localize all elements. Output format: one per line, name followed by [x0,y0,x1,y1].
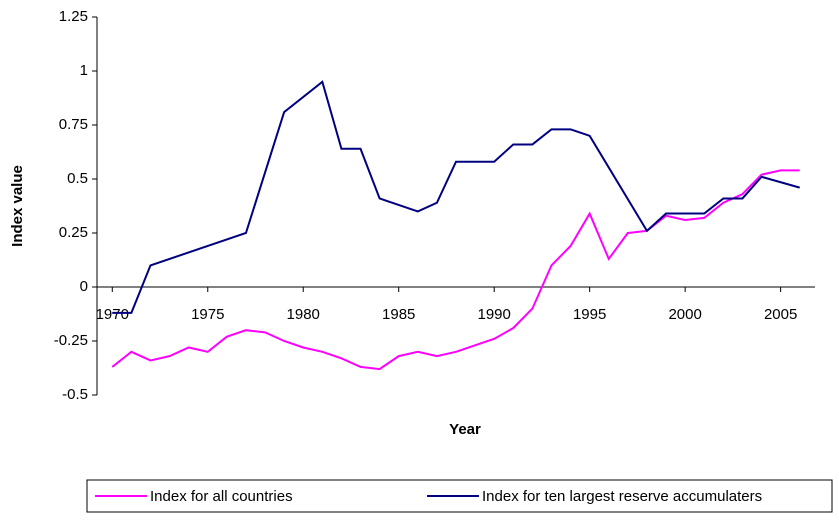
y-tick-label: -0.25 [54,332,88,349]
x-tick-label: 1990 [478,306,511,323]
x-tick-label: 1985 [382,306,415,323]
legend-label: Index for ten largest reserve accumulate… [482,488,762,505]
x-tick-label: 1970 [96,306,129,323]
x-axis-title: Year [449,421,481,438]
legend-label: Index for all countries [150,488,293,505]
y-tick-label: 0 [80,278,88,295]
x-tick-label: 1980 [287,306,320,323]
series-line [112,80,800,314]
x-tick-label: 1975 [191,306,224,323]
y-tick-label: -0.5 [62,386,88,403]
y-tick-label: 0.5 [67,170,88,187]
series-line [111,169,800,371]
x-tick-label: 2005 [764,306,797,323]
y-tick-label: 1.25 [59,8,88,25]
y-tick-label: 1 [80,62,88,79]
x-tick-label: 1995 [573,306,606,323]
legend-box [86,479,833,513]
y-tick-label: 0.75 [59,116,88,133]
y-axis-title: Index value [9,165,26,247]
x-tick-label: 2000 [668,306,701,323]
y-tick-label: 0.25 [59,224,88,241]
